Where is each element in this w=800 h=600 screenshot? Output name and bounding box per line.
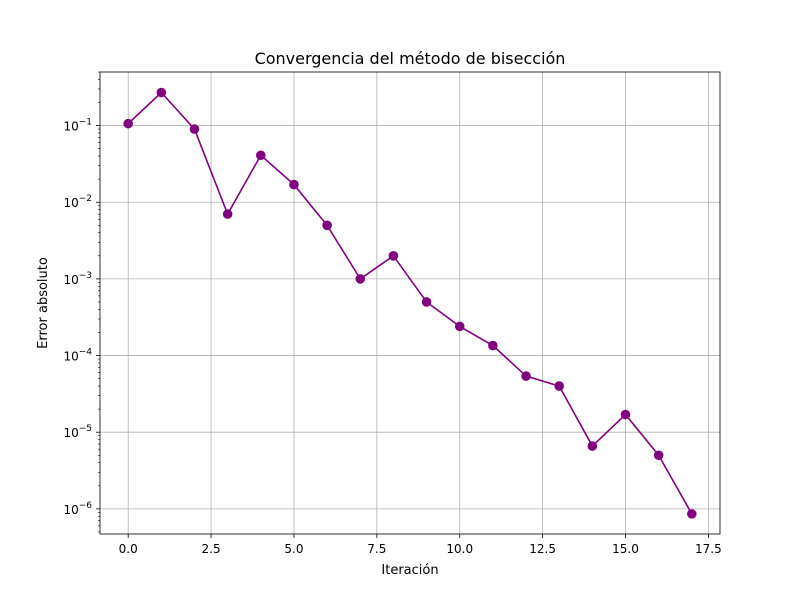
- data-point: [289, 179, 299, 190]
- x-axis-label: Iteración: [381, 563, 438, 578]
- x-tick-label: 0.0: [119, 542, 138, 556]
- data-point: [256, 150, 266, 161]
- x-tick-label: 5.0: [284, 542, 303, 556]
- data-point: [488, 340, 498, 351]
- y-tick-label-base: 10: [63, 196, 78, 210]
- data-point: [421, 297, 432, 307]
- y-tick-label-exponent: −5: [79, 424, 92, 434]
- y-tick-label-base: 10: [63, 350, 78, 364]
- axes: 0.0 2.5 5.0 7.5 10.0 12.5 15.0 17.510−110−210−3…: [63, 71, 722, 556]
- y-tick-label: 10−3: [63, 271, 92, 287]
- y-tick-label: 10−1: [63, 118, 92, 134]
- data-point: [355, 274, 366, 284]
- y-tick-label-base: 10: [63, 426, 78, 440]
- x-tick-label: 12.5: [529, 542, 556, 556]
- data-point: [222, 209, 233, 219]
- y-tick-label-exponent: −2: [79, 194, 92, 204]
- data-point: [521, 371, 531, 381]
- x-tick-label: 10.0: [446, 542, 473, 556]
- grid: [100, 72, 720, 534]
- data-point: [189, 124, 200, 134]
- data-point: [620, 409, 631, 420]
- y-tick-label-base: 10: [63, 273, 78, 287]
- y-tick-label-exponent: −6: [79, 501, 93, 511]
- x-tick-label: 17.5: [695, 542, 722, 556]
- x-tick-label: 7.5: [367, 542, 386, 556]
- y-tick-label: 10−4: [63, 348, 92, 364]
- plot-frame: [99, 71, 721, 535]
- data-point: [454, 321, 465, 332]
- data-point: [554, 381, 564, 391]
- y-tick-label-base: 10: [63, 120, 78, 134]
- y-tick-label-base: 10: [63, 503, 78, 517]
- y-tick-label: 10−5: [63, 424, 92, 440]
- x-tick-label: 15.0: [612, 542, 639, 556]
- data-point: [687, 509, 697, 519]
- series-line: [127, 91, 693, 515]
- data-point: [653, 450, 664, 461]
- data-series: [123, 87, 697, 519]
- chart-title: Convergencia del método de bisección: [255, 49, 566, 68]
- data-point: [388, 251, 399, 261]
- y-tick-label: 10−6: [63, 501, 92, 517]
- y-axis-label: Error absoluto: [36, 257, 51, 349]
- data-point: [587, 441, 598, 451]
- data-point: [156, 87, 167, 98]
- y-tick-label-exponent: −3: [79, 271, 92, 281]
- x-tick-label: 2.5: [202, 542, 221, 556]
- data-point: [322, 220, 332, 231]
- y-tick-label-exponent: −1: [79, 118, 92, 128]
- data-point: [123, 118, 133, 129]
- y-tick-label-exponent: −4: [79, 348, 93, 358]
- y-tick-label: 10−2: [63, 194, 92, 210]
